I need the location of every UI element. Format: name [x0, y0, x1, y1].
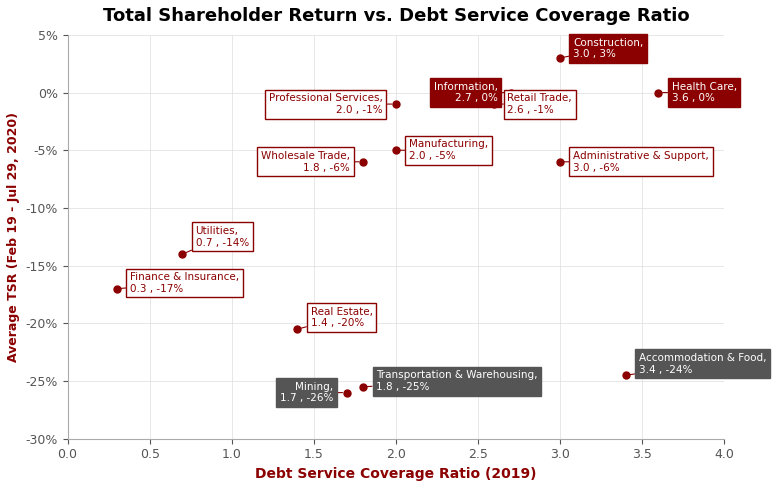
- Text: Finance & Insurance,
0.3 , -17%: Finance & Insurance, 0.3 , -17%: [121, 272, 239, 294]
- Title: Total Shareholder Return vs. Debt Service Coverage Ratio: Total Shareholder Return vs. Debt Servic…: [102, 7, 690, 25]
- Text: Information,
2.7 , 0%: Information, 2.7 , 0%: [434, 81, 506, 103]
- Text: Transportation & Warehousing,
1.8 , -25%: Transportation & Warehousing, 1.8 , -25%: [367, 370, 537, 392]
- Text: Utilities,
0.7 , -14%: Utilities, 0.7 , -14%: [186, 226, 249, 252]
- Text: Construction,
3.0 , 3%: Construction, 3.0 , 3%: [564, 38, 643, 60]
- Y-axis label: Average TSR (Feb 19 - Jul 29, 2020): Average TSR (Feb 19 - Jul 29, 2020): [7, 112, 20, 362]
- Text: Health Care,
3.6 , 0%: Health Care, 3.6 , 0%: [663, 81, 737, 103]
- Text: Manufacturing,
2.0 , -5%: Manufacturing, 2.0 , -5%: [400, 140, 488, 161]
- Text: Retail Trade,
2.6 , -1%: Retail Trade, 2.6 , -1%: [498, 93, 572, 115]
- Text: Real Estate,
1.4 , -20%: Real Estate, 1.4 , -20%: [301, 307, 373, 328]
- Text: Wholesale Trade,
1.8 , -6%: Wholesale Trade, 1.8 , -6%: [261, 151, 359, 173]
- Text: Professional Services,
2.0 , -1%: Professional Services, 2.0 , -1%: [269, 93, 392, 115]
- Text: Accommodation & Food,
3.4 , -24%: Accommodation & Food, 3.4 , -24%: [629, 353, 766, 375]
- Text: Administrative & Support,
3.0 , -6%: Administrative & Support, 3.0 , -6%: [564, 151, 709, 173]
- Text: Mining,
1.7 , -26%: Mining, 1.7 , -26%: [280, 382, 342, 404]
- X-axis label: Debt Service Coverage Ratio (2019): Debt Service Coverage Ratio (2019): [255, 467, 537, 481]
